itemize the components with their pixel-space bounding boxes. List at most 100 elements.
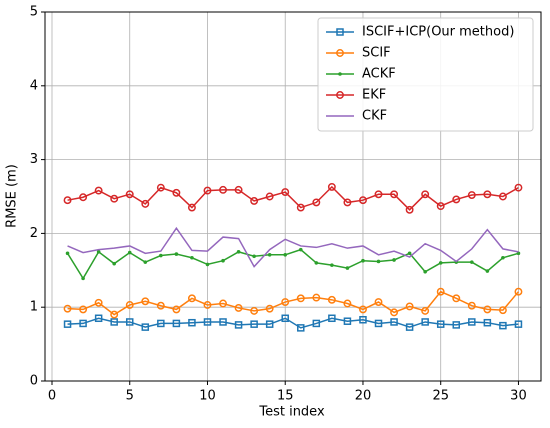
series-line xyxy=(67,317,519,329)
marker xyxy=(187,294,196,303)
marker xyxy=(141,199,150,208)
marker xyxy=(343,299,352,308)
marker xyxy=(452,195,461,204)
marker xyxy=(112,261,116,266)
marker xyxy=(314,261,319,265)
marker xyxy=(361,258,365,263)
series-line xyxy=(67,226,519,268)
series-line xyxy=(67,290,520,316)
marker xyxy=(467,301,476,310)
y-tick-label: 2 xyxy=(30,226,38,241)
marker xyxy=(125,190,134,199)
marker xyxy=(190,255,194,260)
marker xyxy=(141,297,150,306)
y-tick-label: 3 xyxy=(30,152,38,167)
marker xyxy=(470,260,474,264)
marker xyxy=(392,258,396,262)
marker xyxy=(297,324,305,332)
marker xyxy=(234,303,243,312)
marker xyxy=(94,186,103,195)
x-tick-label: 5 xyxy=(126,389,134,404)
legend-label: CKF xyxy=(362,109,387,124)
marker xyxy=(298,247,303,252)
marker xyxy=(374,319,383,328)
x-tick-label: 20 xyxy=(355,389,372,404)
marker xyxy=(336,91,344,99)
marker xyxy=(79,193,88,202)
marker xyxy=(359,305,367,314)
marker xyxy=(405,323,414,331)
y-tick-label: 5 xyxy=(30,5,38,20)
x-tick-label: 10 xyxy=(199,389,216,404)
marker xyxy=(172,319,181,328)
marker xyxy=(187,203,196,212)
marker xyxy=(468,318,476,326)
marker xyxy=(267,253,272,257)
marker xyxy=(312,198,321,207)
marker xyxy=(125,301,134,309)
marker xyxy=(203,186,212,195)
marker xyxy=(81,276,85,281)
marker xyxy=(436,320,445,328)
marker xyxy=(96,250,101,254)
marker xyxy=(143,260,148,264)
marker xyxy=(405,302,414,311)
marker xyxy=(452,321,461,329)
marker xyxy=(94,298,103,307)
marker xyxy=(296,294,305,303)
marker xyxy=(110,318,118,326)
marker xyxy=(498,306,507,315)
marker xyxy=(219,185,227,194)
marker xyxy=(376,259,381,264)
marker xyxy=(125,318,134,326)
marker xyxy=(452,294,461,303)
marker xyxy=(483,305,492,314)
x-tick-label: 15 xyxy=(277,389,294,404)
marker xyxy=(499,321,507,330)
marker xyxy=(234,185,243,194)
marker xyxy=(423,269,427,274)
marker xyxy=(65,251,70,256)
marker xyxy=(343,317,352,325)
marker xyxy=(467,191,476,199)
marker xyxy=(330,263,334,267)
marker xyxy=(157,319,165,328)
marker xyxy=(374,298,383,306)
marker xyxy=(390,190,399,199)
series-line xyxy=(66,248,519,280)
marker xyxy=(110,310,119,319)
marker xyxy=(281,188,290,197)
marker xyxy=(312,293,321,302)
marker xyxy=(141,323,150,331)
marker xyxy=(283,253,288,257)
marker xyxy=(219,299,227,308)
marker xyxy=(250,196,259,205)
marker xyxy=(514,183,523,192)
marker xyxy=(188,318,196,327)
marker xyxy=(234,321,243,329)
marker xyxy=(172,305,181,314)
marker xyxy=(172,188,181,197)
marker xyxy=(374,190,383,199)
marker xyxy=(265,320,274,328)
marker xyxy=(250,306,259,315)
marker xyxy=(203,318,212,326)
marker xyxy=(265,192,274,201)
legend-box xyxy=(317,17,534,132)
marker xyxy=(156,183,165,192)
y-tick-label: 4 xyxy=(30,78,38,93)
x-tick-label: 25 xyxy=(432,389,449,404)
marker xyxy=(79,319,87,328)
legend: ISCIF+ICP(Our method) SCIF ACKF EKF CKF xyxy=(317,17,534,132)
marker xyxy=(436,202,445,211)
series-line xyxy=(67,185,519,211)
marker xyxy=(312,319,321,328)
marker xyxy=(498,192,507,201)
marker xyxy=(336,49,344,57)
marker xyxy=(405,205,414,214)
marker xyxy=(390,318,398,326)
marker xyxy=(156,301,165,310)
marker xyxy=(236,250,241,254)
legend-label: ACKF xyxy=(362,67,396,82)
marker xyxy=(359,196,367,205)
